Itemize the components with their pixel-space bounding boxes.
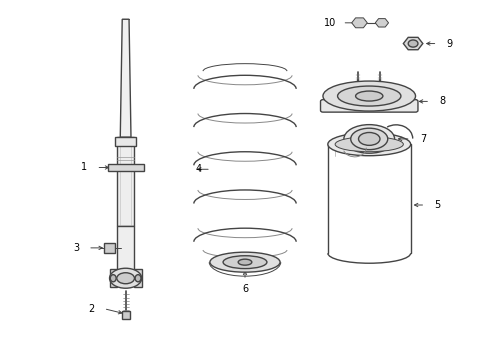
Ellipse shape — [238, 259, 252, 265]
Text: 3: 3 — [73, 243, 79, 253]
Ellipse shape — [408, 40, 418, 47]
Text: 1: 1 — [81, 162, 87, 172]
Ellipse shape — [223, 256, 267, 269]
Ellipse shape — [135, 275, 141, 282]
Text: 4: 4 — [196, 164, 202, 174]
Ellipse shape — [351, 128, 388, 150]
Text: 5: 5 — [434, 200, 441, 210]
Bar — [115, 137, 136, 146]
Ellipse shape — [359, 132, 380, 145]
Text: 9: 9 — [446, 39, 453, 49]
Text: 8: 8 — [439, 96, 445, 107]
Text: 2: 2 — [88, 303, 95, 314]
Ellipse shape — [110, 275, 116, 282]
Ellipse shape — [210, 252, 280, 272]
Text: 7: 7 — [420, 134, 426, 144]
Bar — [134, 269, 142, 287]
Ellipse shape — [344, 125, 394, 153]
Ellipse shape — [117, 273, 134, 284]
Ellipse shape — [335, 137, 403, 152]
Ellipse shape — [356, 91, 383, 101]
Bar — [117, 226, 134, 273]
Bar — [117, 137, 134, 226]
Bar — [104, 243, 115, 253]
Polygon shape — [120, 19, 131, 137]
Ellipse shape — [338, 86, 401, 106]
Bar — [108, 164, 144, 171]
FancyBboxPatch shape — [320, 100, 418, 112]
Text: 6: 6 — [242, 284, 248, 294]
Text: 10: 10 — [324, 18, 337, 28]
Bar — [110, 269, 117, 287]
Ellipse shape — [323, 81, 416, 111]
Bar — [122, 311, 129, 319]
Ellipse shape — [110, 268, 142, 288]
Ellipse shape — [328, 133, 411, 156]
